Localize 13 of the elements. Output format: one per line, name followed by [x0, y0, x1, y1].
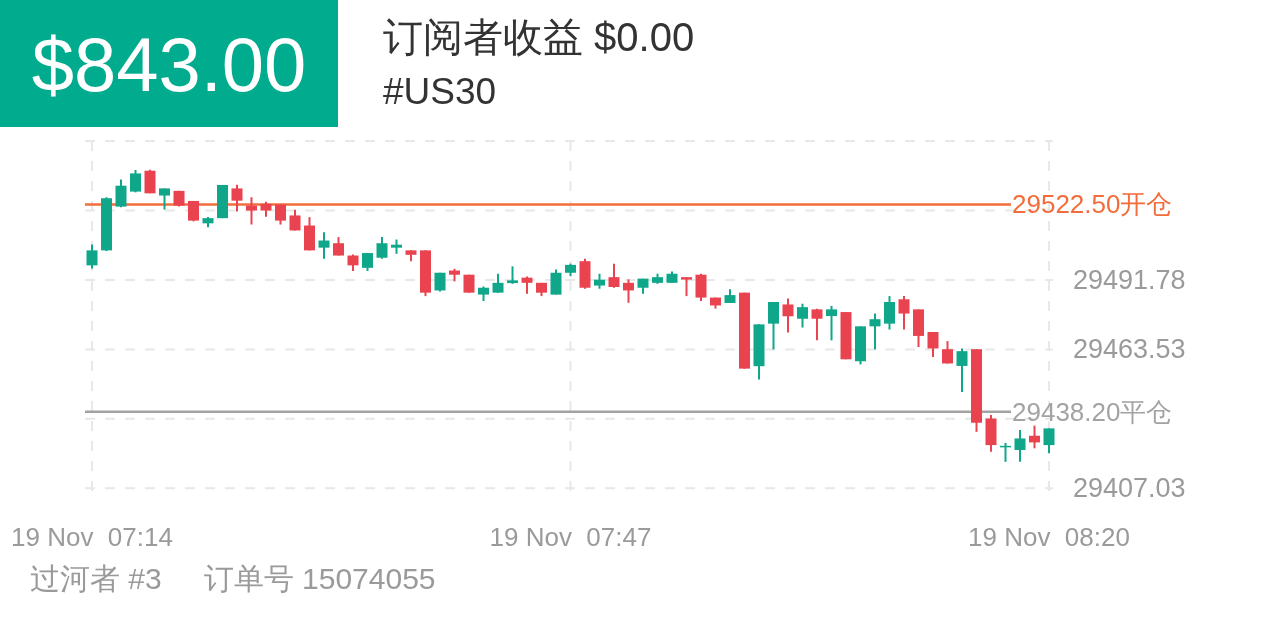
x-tick: 19 Nov 08:20: [968, 522, 1130, 552]
annotation: 订单号 15074055: [203, 561, 436, 595]
y-tick: 29491.78: [1073, 264, 1186, 295]
ref-label: 29438.20平仓: [1012, 396, 1173, 427]
y-tick: 29407.03: [1073, 473, 1186, 504]
annotation: 过河者 #3: [30, 561, 162, 595]
y-tick: 29463.53: [1073, 334, 1186, 365]
annotation: $843.00: [31, 21, 307, 107]
x-tick: 19 Nov 07:47: [489, 522, 652, 552]
subtitle: #US30: [383, 70, 497, 112]
x-tick: 19 Nov 07:14: [11, 522, 173, 552]
ref-label: 29522.50开仓: [1012, 189, 1173, 220]
title: 订阅者收益 $0.00: [383, 15, 695, 59]
